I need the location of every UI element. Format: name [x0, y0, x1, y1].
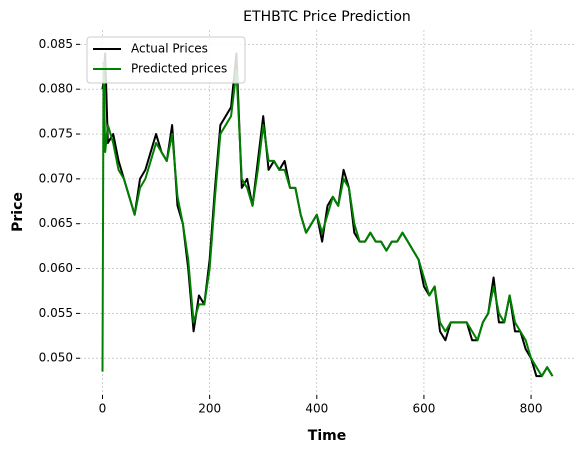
y-tick-label: 0.085: [39, 37, 73, 51]
x-axis-label: Time: [308, 428, 346, 444]
legend: Actual Prices Predicted prices: [86, 36, 246, 84]
y-tick-label: 0.055: [39, 306, 73, 320]
y-tick-label: 0.075: [39, 127, 73, 141]
chart-title: ETHBTC Price Prediction: [243, 9, 411, 25]
x-tick-label: 400: [305, 402, 328, 416]
legend-label: Actual Prices: [131, 42, 208, 56]
x-tick-label: 200: [198, 402, 221, 416]
line-series: [101, 61, 554, 378]
y-tick-label: 0.080: [39, 82, 73, 96]
x-tick-label: 600: [412, 402, 435, 416]
y-tick-label: 0.050: [39, 351, 73, 365]
y-tick-label: 0.070: [39, 171, 73, 185]
y-axis-label: Price: [10, 192, 26, 232]
y-tick-label: 0.065: [39, 216, 73, 230]
x-tick-label: 800: [520, 402, 543, 416]
legend-label: Predicted prices: [131, 62, 227, 76]
legend-box: [86, 36, 246, 84]
y-tick-label: 0.060: [39, 261, 73, 275]
x-tick-label: 0: [99, 402, 107, 416]
